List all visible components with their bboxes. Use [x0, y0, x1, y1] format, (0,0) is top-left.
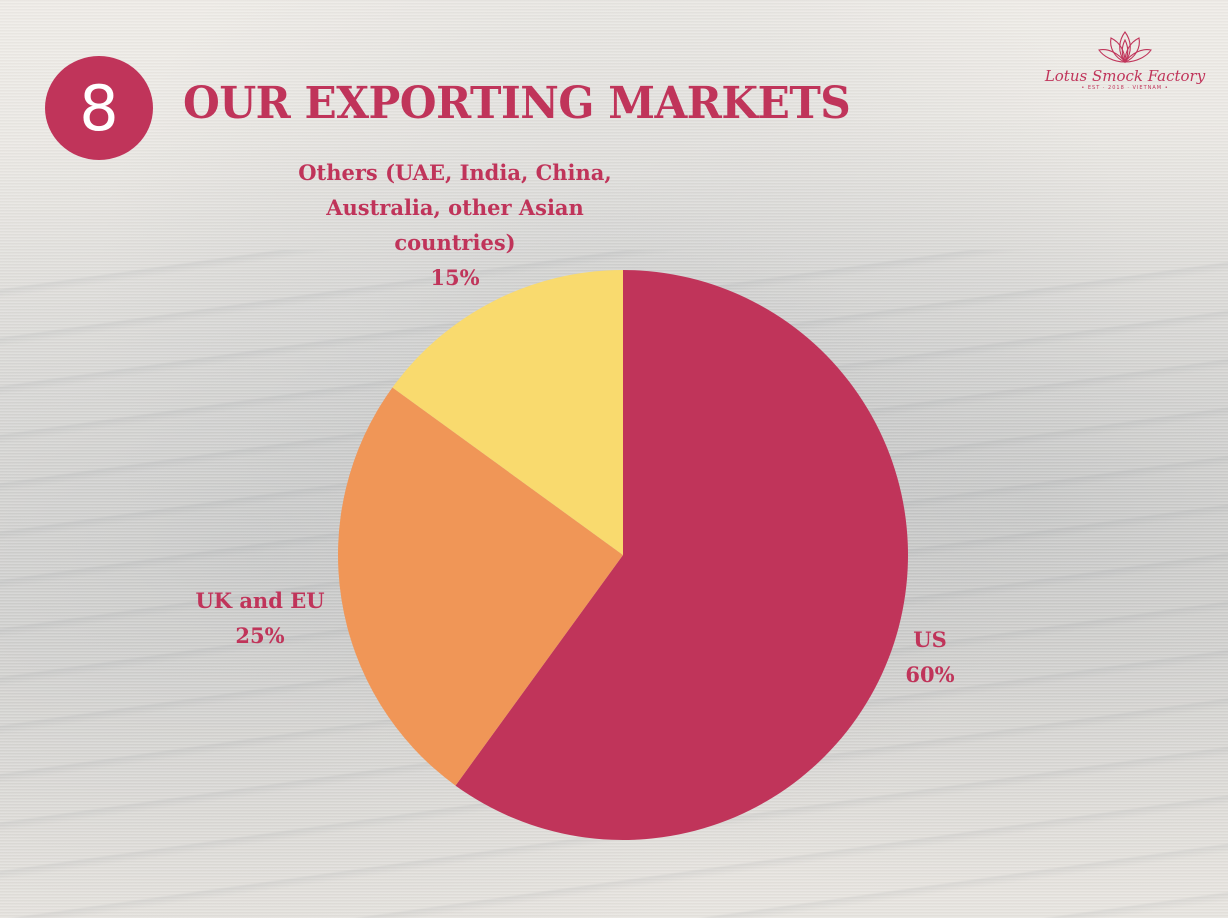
label-uk-pct: 25% [235, 623, 285, 648]
label-us-name: US [913, 627, 947, 652]
slice-label-uk-eu: UK and EU 25% [160, 583, 360, 653]
slide-title: OUR EXPORTING MARKETS [183, 78, 851, 129]
slice-uk-eu [338, 387, 623, 786]
label-others-pct: 15% [430, 265, 480, 290]
logo-tagline: • EST · 2018 · VIETNAM • [1081, 85, 1169, 91]
slice-label-others: Others (UAE, India, China, Australia, ot… [285, 155, 625, 295]
slide-number: 8 [79, 71, 119, 145]
label-uk-name: UK and EU [195, 588, 325, 613]
slice-others [392, 270, 623, 555]
label-others-name: Others (UAE, India, China, Australia, ot… [298, 160, 612, 255]
lotus-flower-icon [1098, 31, 1152, 64]
slice-label-us: US 60% [880, 622, 980, 692]
label-us-pct: 60% [905, 662, 955, 687]
slice-us [455, 270, 908, 840]
company-logo: Lotus Smock Factory • EST · 2018 · VIETN… [1040, 28, 1210, 108]
logo-name: Lotus Smock Factory [1044, 67, 1206, 85]
slide-number-badge: 8 [45, 56, 153, 160]
